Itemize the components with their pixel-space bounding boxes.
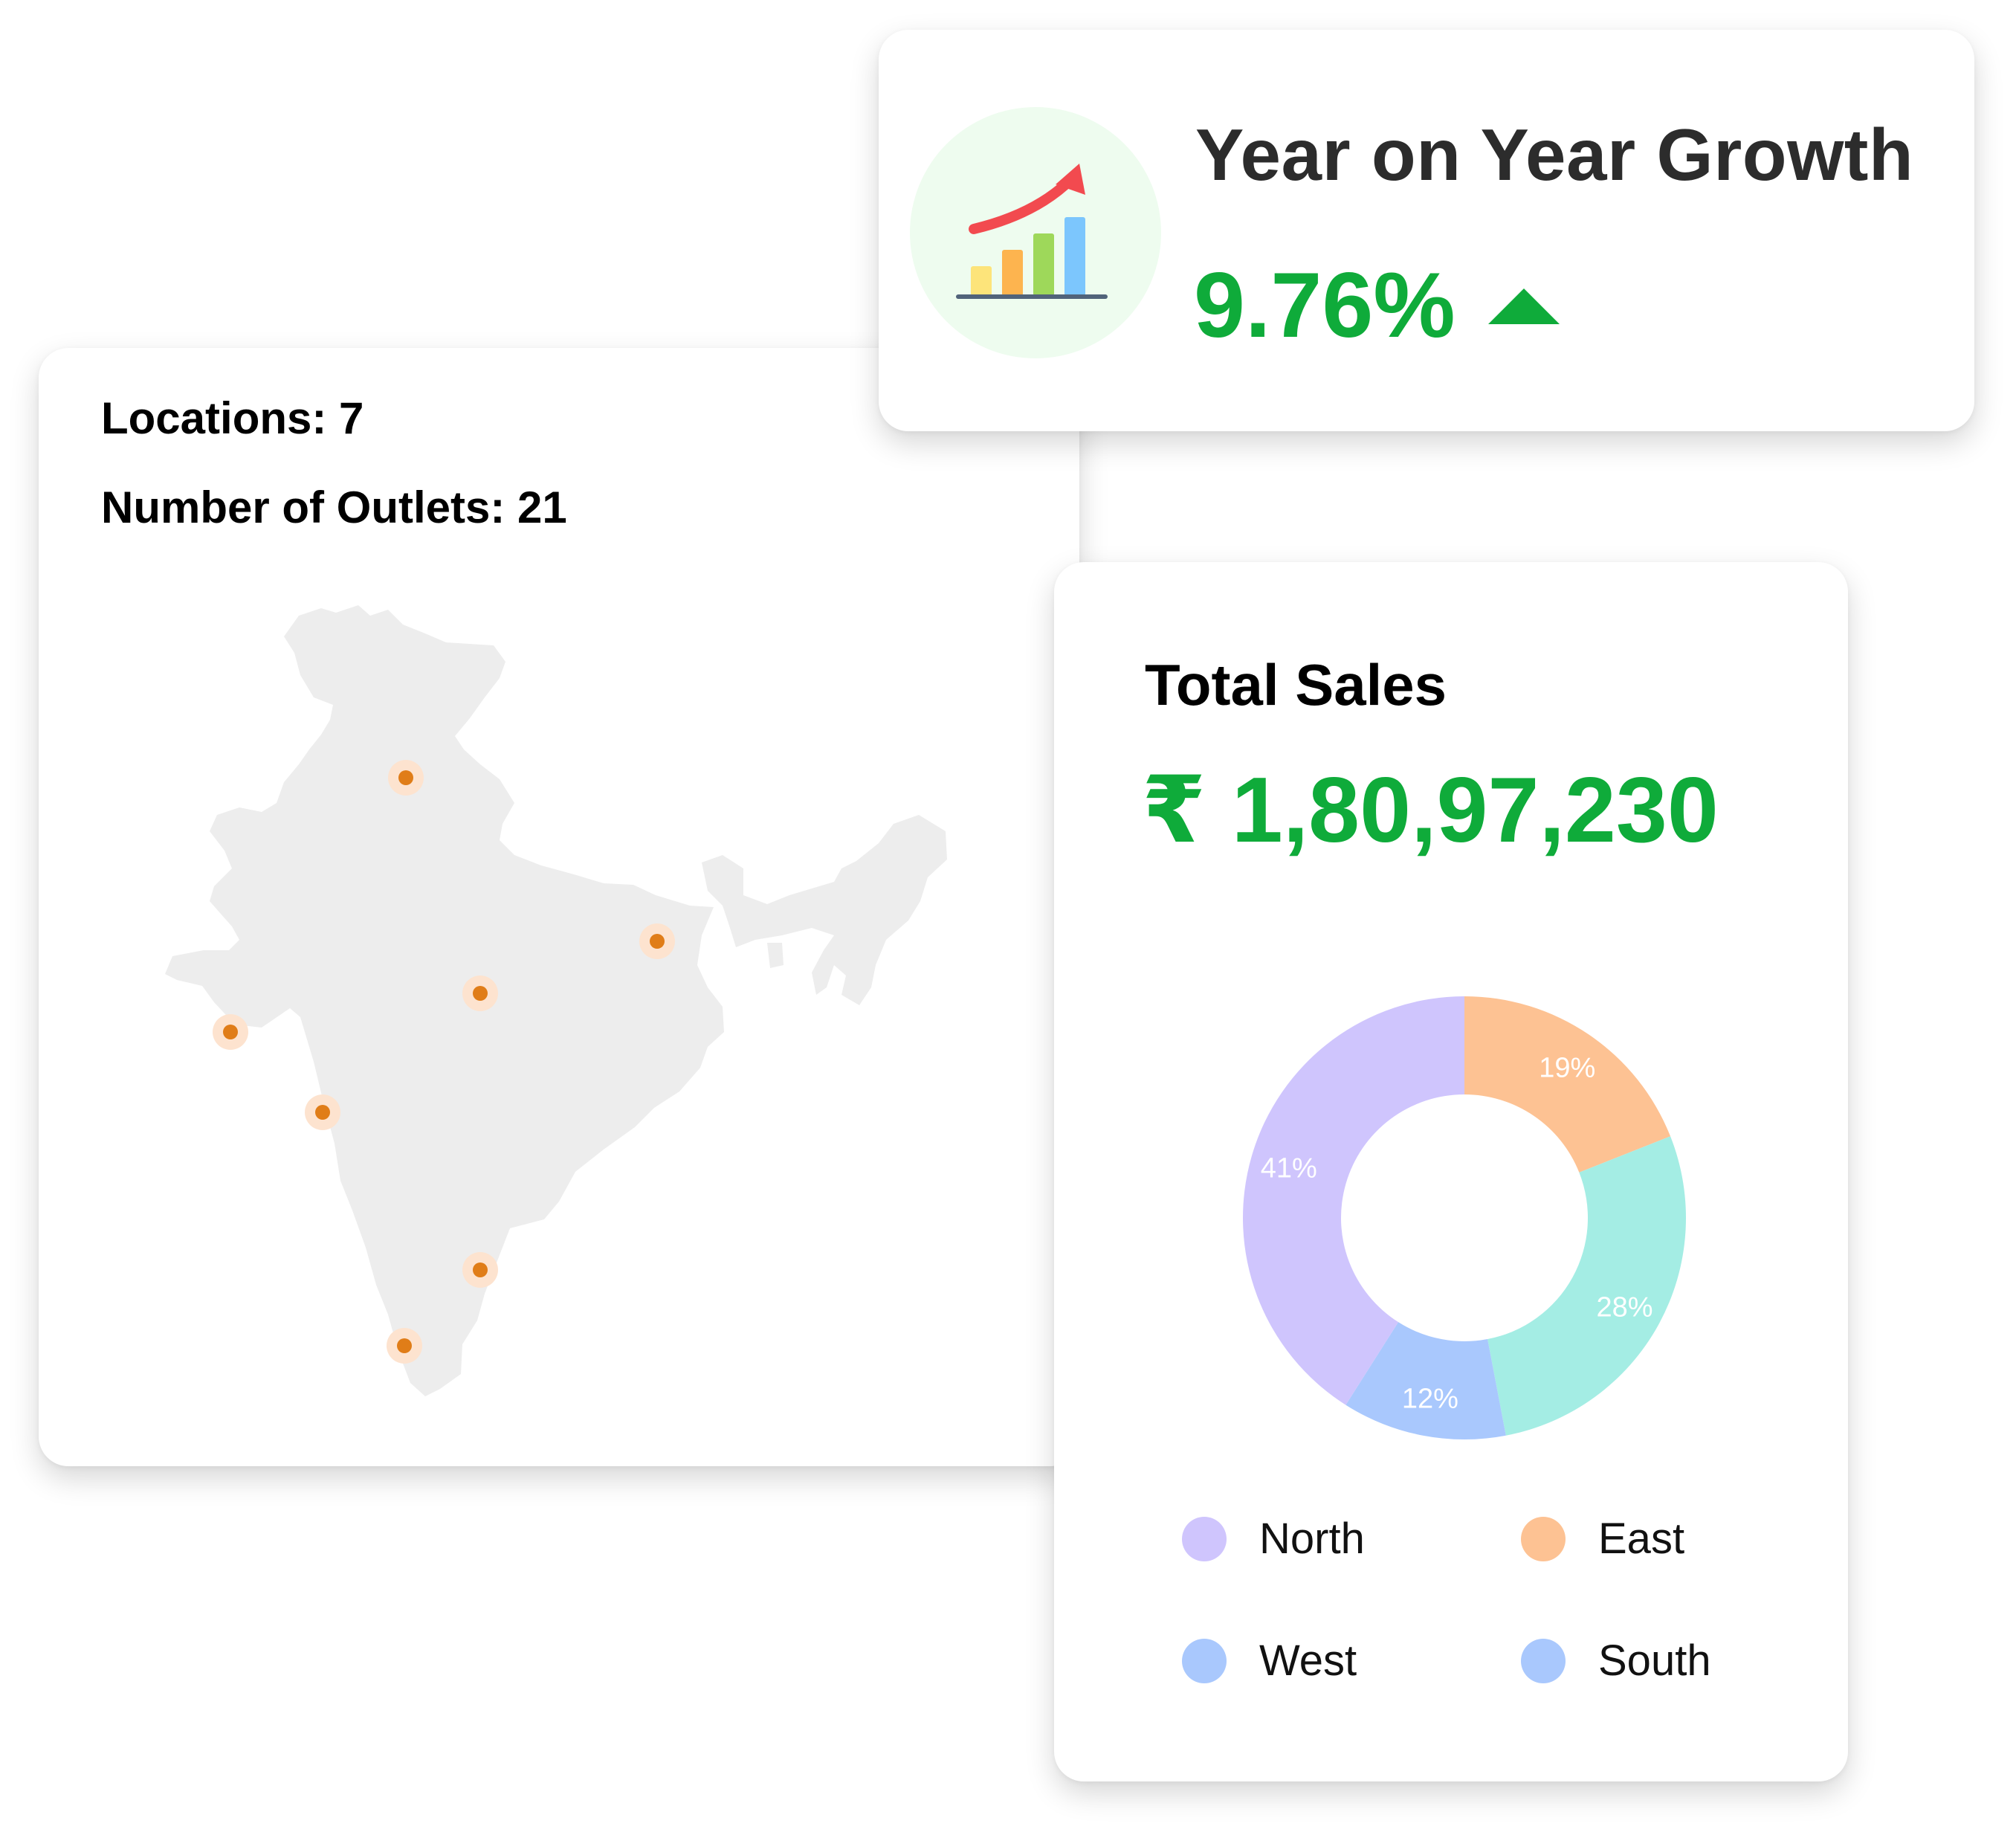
outlet-marker[interactable] bbox=[462, 975, 498, 1011]
sales-donut-chart: 19% 28% 12% 41% bbox=[1243, 996, 1686, 1439]
legend-label-east: East bbox=[1598, 1515, 1685, 1563]
sales-card: Total Sales ₹ 1,80,97,230 19% 28% 12% 41% N… bbox=[1054, 562, 1848, 1781]
legend-label-north: North bbox=[1259, 1515, 1365, 1563]
outlet-marker[interactable] bbox=[387, 1328, 422, 1364]
legend-item-east: East bbox=[1521, 1514, 1684, 1564]
legend-label-south: South bbox=[1598, 1636, 1711, 1685]
outlet-marker[interactable] bbox=[305, 1094, 340, 1130]
donut-slice-south[interactable] bbox=[1487, 1136, 1686, 1436]
legend-dot-south bbox=[1521, 1638, 1566, 1683]
growth-chart-icon bbox=[910, 107, 1161, 358]
india-map-shape bbox=[165, 605, 947, 1396]
donut-slice-east[interactable] bbox=[1464, 996, 1671, 1173]
growth-card: Year on Year Growth 9.76% bbox=[879, 30, 1974, 431]
legend-item-north: North bbox=[1182, 1514, 1365, 1564]
legend-item-south: South bbox=[1521, 1636, 1711, 1686]
legend-dot-west bbox=[1182, 1638, 1227, 1683]
locations-count: Locations: 7 bbox=[101, 393, 364, 443]
donut-label-north: 41% bbox=[1261, 1152, 1317, 1184]
donut-label-east: 19% bbox=[1539, 1053, 1595, 1084]
outlets-count: Number of Outlets: 21 bbox=[101, 483, 567, 532]
sales-value: ₹ 1,80,97,230 bbox=[1142, 759, 1719, 862]
donut-label-south: 28% bbox=[1597, 1292, 1653, 1323]
growth-value: 9.76% bbox=[1194, 254, 1456, 357]
outlet-marker[interactable] bbox=[639, 923, 675, 959]
sales-title: Total Sales bbox=[1145, 652, 1447, 717]
legend-dot-north bbox=[1182, 1516, 1227, 1561]
legend-label-west: West bbox=[1259, 1636, 1357, 1685]
outlet-marker[interactable] bbox=[213, 1014, 248, 1050]
outlet-marker[interactable] bbox=[388, 760, 424, 796]
locations-card: Locations: 7 Number of Outlets: 21 bbox=[39, 348, 1079, 1466]
donut-slice-west[interactable] bbox=[1345, 1322, 1506, 1439]
donut-slice-north[interactable] bbox=[1243, 996, 1464, 1405]
india-map bbox=[165, 605, 947, 1396]
outlet-markers bbox=[213, 760, 675, 1364]
triangle-up-icon bbox=[1488, 288, 1560, 324]
outlet-marker[interactable] bbox=[462, 1252, 498, 1288]
legend-dot-east bbox=[1521, 1516, 1566, 1561]
donut-label-west: 12% bbox=[1402, 1384, 1458, 1415]
growth-title: Year on Year Growth bbox=[1195, 114, 1914, 196]
legend-item-west: West bbox=[1182, 1636, 1357, 1686]
